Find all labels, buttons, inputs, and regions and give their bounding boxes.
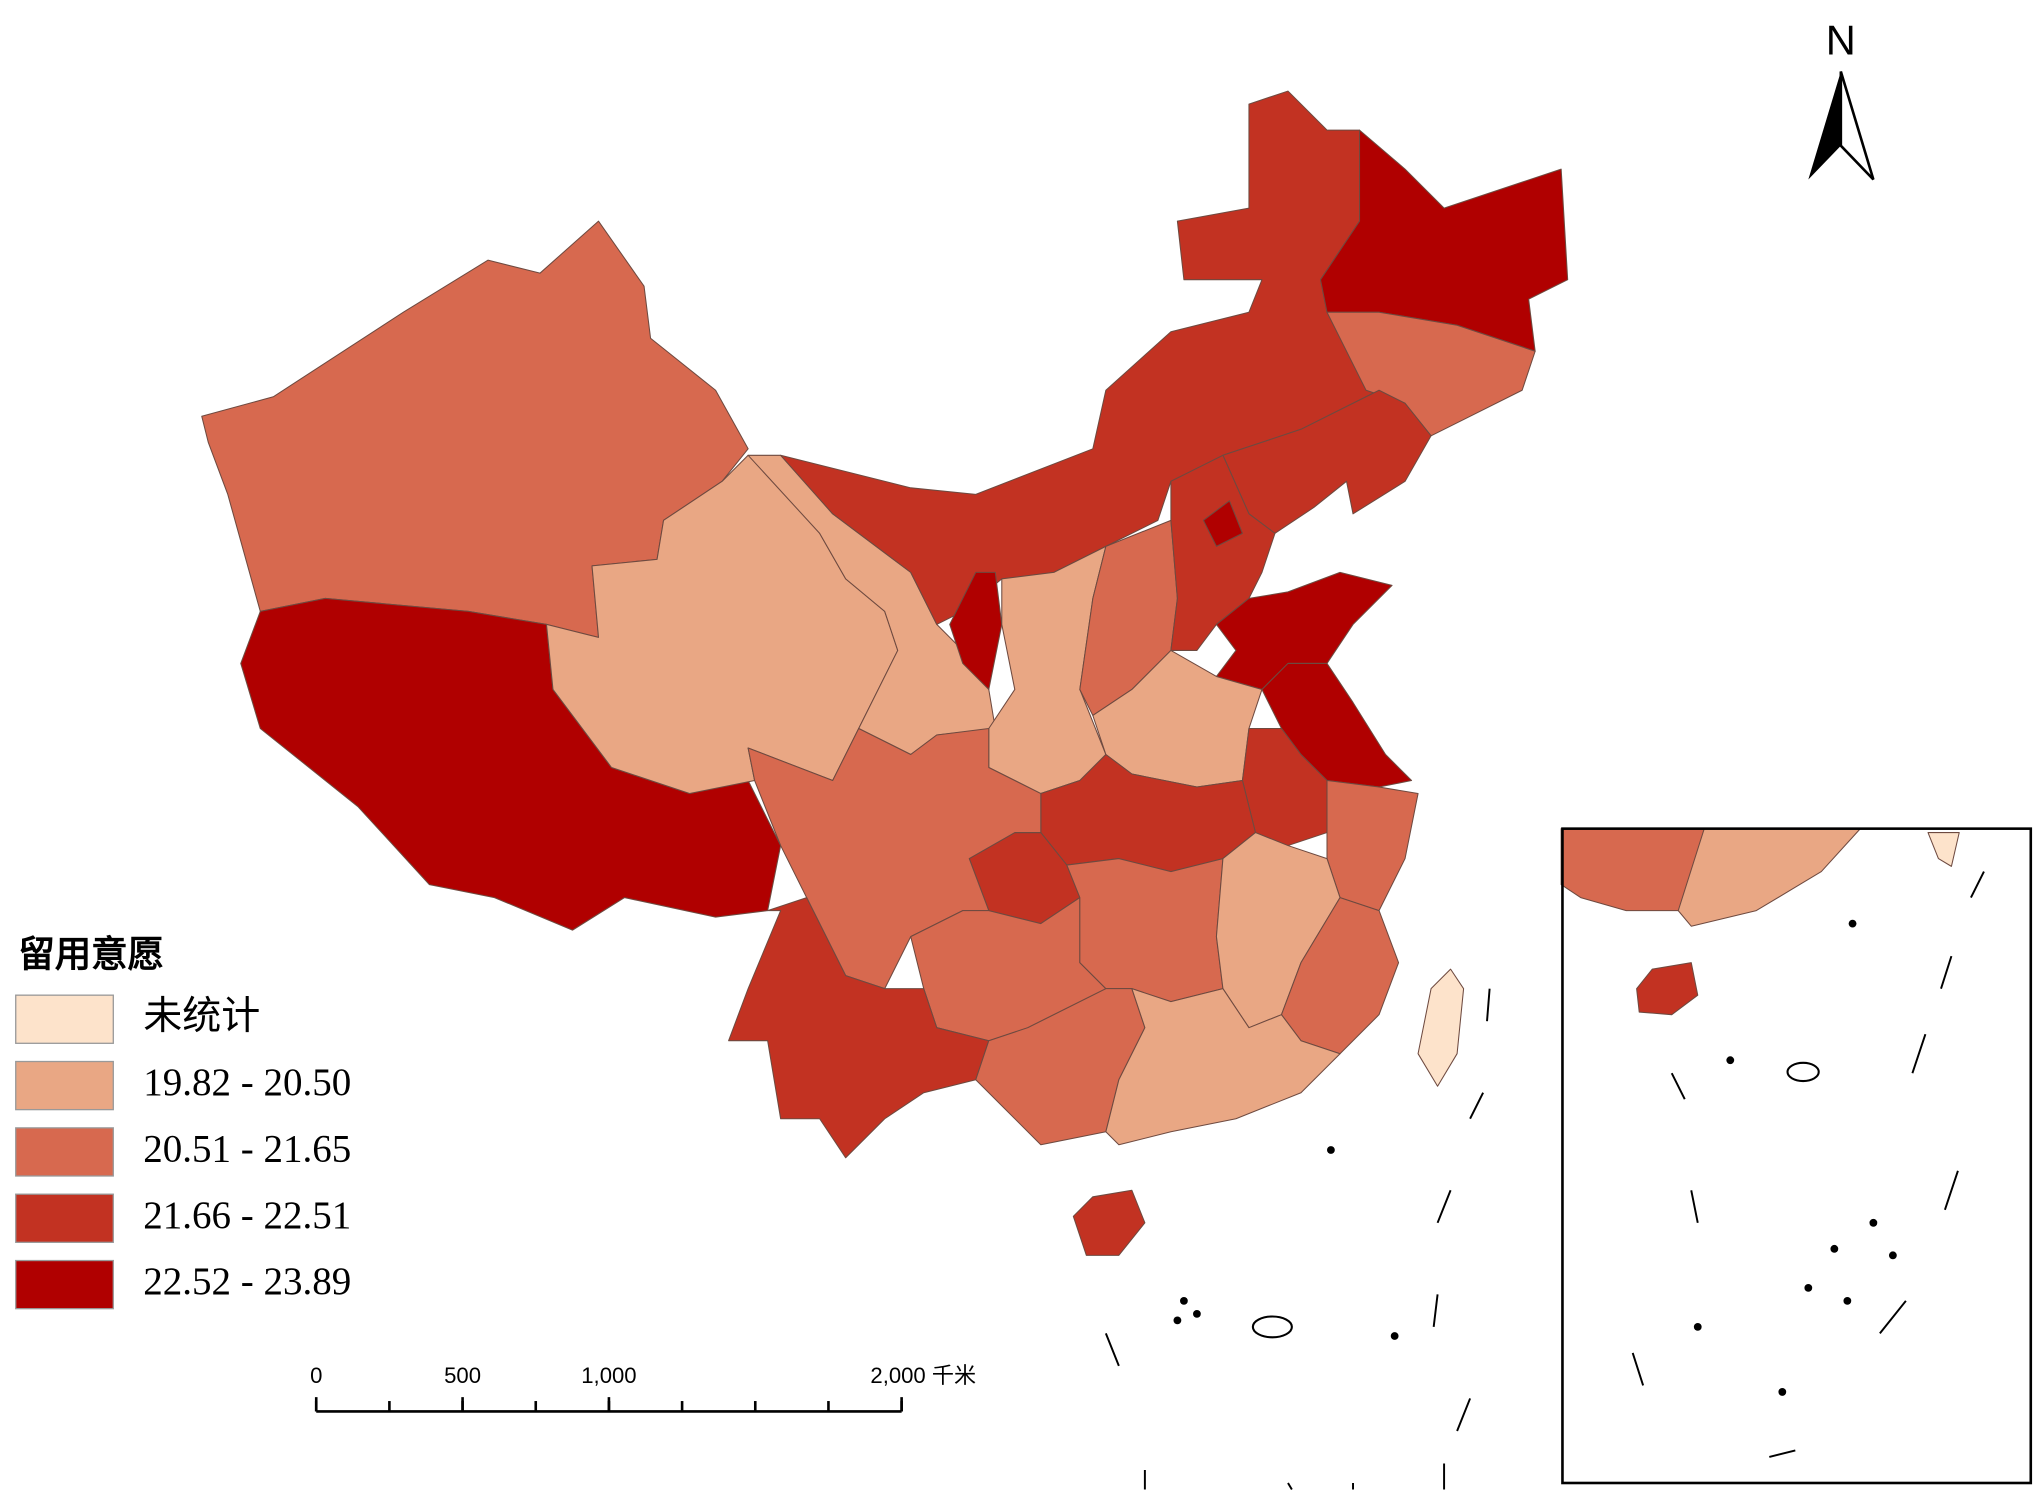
island: [1786, 1061, 1820, 1083]
island: [1843, 1296, 1852, 1305]
legend-label: 21.66 - 22.51: [143, 1194, 351, 1237]
scale-bar: 0 500 1,000 2,000 千米: [310, 1363, 976, 1413]
scale-label: 2,000 千米: [870, 1363, 976, 1388]
legend-swatch: [15, 1259, 114, 1310]
legend-label: 22.52 - 23.89: [143, 1260, 351, 1303]
islands: [1104, 988, 1491, 1490]
legend-label: 20.51 - 21.65: [143, 1128, 351, 1171]
inset: [1560, 827, 2033, 1485]
island: [1778, 1388, 1787, 1396]
province: [1319, 129, 1569, 352]
legend-swatch: [15, 1060, 114, 1111]
island: [1173, 1316, 1182, 1325]
island: [1726, 1056, 1735, 1065]
province: [1636, 962, 1699, 1016]
scale-label: 1,000: [581, 1363, 636, 1388]
province: [1677, 828, 1861, 927]
island: [1180, 1296, 1188, 1305]
island: [1830, 1244, 1839, 1253]
legend-swatch: [15, 1127, 114, 1177]
island: [1869, 1218, 1878, 1227]
island: [1804, 1283, 1813, 1292]
province: [1326, 780, 1419, 912]
island: [1848, 919, 1857, 928]
legend-label: 未统计: [143, 995, 260, 1038]
island: [1251, 1315, 1293, 1339]
legend-swatch: [15, 1193, 114, 1243]
province: [1927, 832, 1960, 867]
province: [1105, 988, 1341, 1146]
island: [1693, 1322, 1702, 1331]
boundary-dash: [1631, 871, 1985, 1458]
north-arrow-right: [1839, 71, 1875, 181]
north-label: N: [1826, 17, 1856, 64]
island: [1193, 1309, 1201, 1318]
north-arrow-left: [1808, 71, 1841, 180]
legend-label: 19.82 - 20.50: [143, 1061, 351, 1104]
island: [1327, 1146, 1335, 1154]
island: [1888, 1251, 1897, 1260]
inset-frame: [1561, 827, 2033, 1485]
island: [1390, 1332, 1399, 1340]
province: [1417, 968, 1465, 1087]
scale-label: 0: [310, 1363, 322, 1388]
province: [1072, 1189, 1146, 1256]
province: [1202, 500, 1243, 547]
provinces: [201, 90, 1569, 1256]
province: [728, 897, 990, 1159]
legend-swatch: [15, 994, 114, 1044]
legend-title: 留用意愿: [18, 933, 164, 976]
scale-label: 500: [444, 1363, 481, 1388]
boundary-dash: [1104, 988, 1491, 1490]
legend: 未统计 19.82 - 20.50 20.51 - 21.65 21.66 - 22.…: [15, 994, 351, 1310]
north-arrow: N: [1808, 17, 1875, 181]
province: [1215, 571, 1393, 690]
